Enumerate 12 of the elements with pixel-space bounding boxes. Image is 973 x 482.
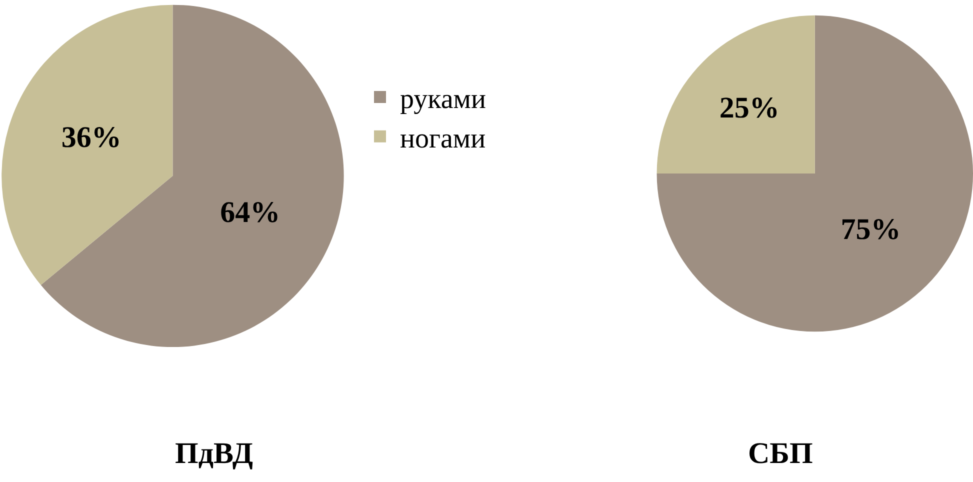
text: ПдВД — [175, 437, 254, 470]
pie-slice — [656, 15, 815, 174]
data-label: 25% — [719, 92, 780, 125]
pie-slice — [2, 4, 173, 285]
data-label: 75% — [840, 212, 901, 246]
data-label: 36% — [61, 121, 122, 154]
pie-slice — [40, 4, 344, 347]
data-label: 64% — [220, 196, 280, 229]
legend-label: ногами — [400, 123, 486, 154]
text: СБП — [748, 437, 813, 470]
pie-slice — [656, 15, 973, 332]
legend-label: руками — [400, 84, 486, 115]
